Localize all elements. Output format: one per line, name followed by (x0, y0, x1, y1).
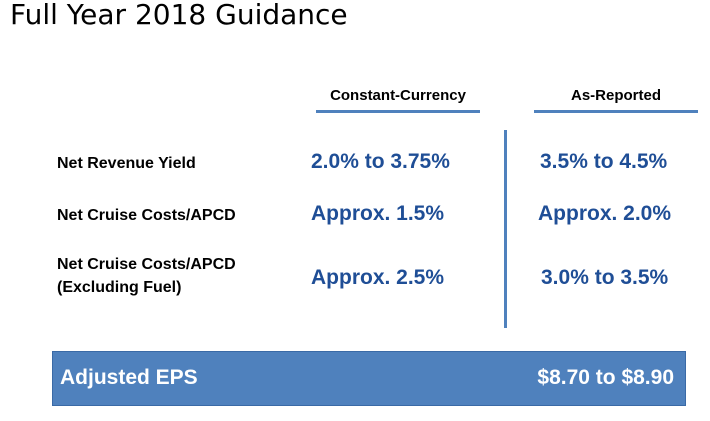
slide-title: Full Year 2018 Guidance (10, 0, 348, 31)
value-net-cruise-costs-as-reported: Approx. 2.0% (538, 202, 672, 225)
column-header-underline (316, 110, 480, 113)
column-header-as-reported: As-Reported (570, 87, 661, 104)
row-label-line: Net Cruise Costs/APCD (57, 256, 236, 273)
adjusted-eps-banner: Adjusted EPS $8.70 to $8.90 (52, 351, 686, 406)
row-label-line: Net Cruise Costs/APCD (57, 207, 236, 224)
column-header-constant-currency: Constant-Currency (330, 87, 466, 104)
adjusted-eps-value: $8.70 to $8.90 (537, 366, 674, 389)
adjusted-eps-label: Adjusted EPS (60, 366, 198, 389)
value-net-cruise-costs-constant-currency: Approx. 1.5% (311, 202, 445, 225)
row-label-line: (Excluding Fuel) (57, 279, 182, 296)
value-net-revenue-yield-constant-currency: 2.0% to 3.75% (311, 150, 450, 173)
row-label-net-cruise-costs-excluding-fuel: Net Cruise Costs/APCD (Excluding Fuel) (57, 253, 236, 299)
row-label-net-revenue-yield: Net Revenue Yield (57, 152, 196, 175)
value-net-cruise-costs-excl-fuel-as-reported: 3.0% to 3.5% (541, 266, 669, 289)
value-net-cruise-costs-excl-fuel-constant-currency: Approx. 2.5% (311, 266, 445, 289)
value-net-revenue-yield-as-reported: 3.5% to 4.5% (540, 150, 668, 173)
row-label-line: Net Revenue Yield (57, 155, 196, 172)
row-label-net-cruise-costs: Net Cruise Costs/APCD (57, 204, 236, 227)
column-divider (504, 130, 507, 328)
column-header-underline (534, 110, 698, 113)
